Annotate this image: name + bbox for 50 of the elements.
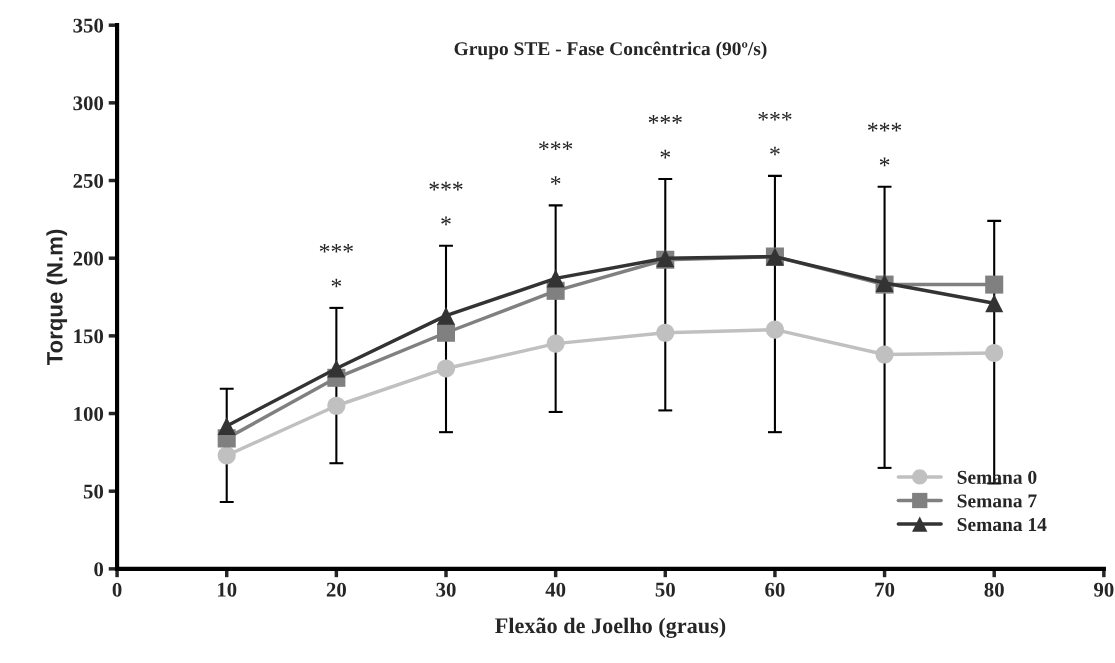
point <box>546 334 565 353</box>
x-tick-label: 0 <box>112 582 122 597</box>
annotation: * <box>441 216 451 226</box>
annotation: *** <box>429 181 463 191</box>
y-tick-label: 250 <box>73 173 104 188</box>
point <box>217 416 236 435</box>
y-tick-label: 100 <box>74 406 104 421</box>
point <box>985 294 1004 313</box>
annotation: *** <box>648 115 682 124</box>
point <box>985 343 1004 362</box>
annotation: *** <box>319 243 353 253</box>
y-tick-label: 50 <box>83 484 104 499</box>
x-tick-label: 20 <box>326 582 346 597</box>
point <box>217 446 236 465</box>
annotation: * <box>770 146 780 156</box>
y-tick-label: 300 <box>73 96 104 111</box>
annotation: *** <box>539 141 573 151</box>
annotation: * <box>550 176 561 185</box>
point <box>436 359 456 378</box>
y-tick-label: 0 <box>94 562 104 577</box>
y-tick-label: 150 <box>74 329 104 344</box>
point <box>985 275 1004 294</box>
point <box>765 320 784 339</box>
point <box>875 345 894 364</box>
x-tick-label: 40 <box>545 582 566 597</box>
annotation: *** <box>758 111 792 121</box>
x-tick-label: 80 <box>984 582 1004 597</box>
point <box>327 396 346 415</box>
y-tick-label: 350 <box>73 18 104 33</box>
annotation: * <box>879 157 890 167</box>
x-tick-label: 90 <box>1094 582 1114 597</box>
legend-label: Semana 14 <box>957 518 1047 532</box>
text: Grupo STE - Fase Concêntrica (90º/s) <box>454 41 767 60</box>
point <box>436 306 456 325</box>
x-tick-label: 10 <box>217 582 237 597</box>
annotation: * <box>660 149 671 159</box>
x-tick-label: 70 <box>875 582 895 597</box>
annotation: * <box>331 278 342 288</box>
point <box>546 269 565 288</box>
y-tick-label: 200 <box>73 251 104 266</box>
x-tick-label: 60 <box>765 582 785 597</box>
y-axis-title: Torque (N.m) <box>46 229 68 366</box>
point <box>436 323 456 342</box>
point <box>327 359 346 378</box>
x-axis-title: Flexão de Joelho (graus) <box>495 617 726 638</box>
annotation: *** <box>868 122 902 132</box>
x-tick-label: 50 <box>655 582 675 597</box>
point <box>656 323 675 342</box>
x-tick-label: 30 <box>436 582 456 597</box>
legend-label: Semana 7 <box>957 494 1037 508</box>
